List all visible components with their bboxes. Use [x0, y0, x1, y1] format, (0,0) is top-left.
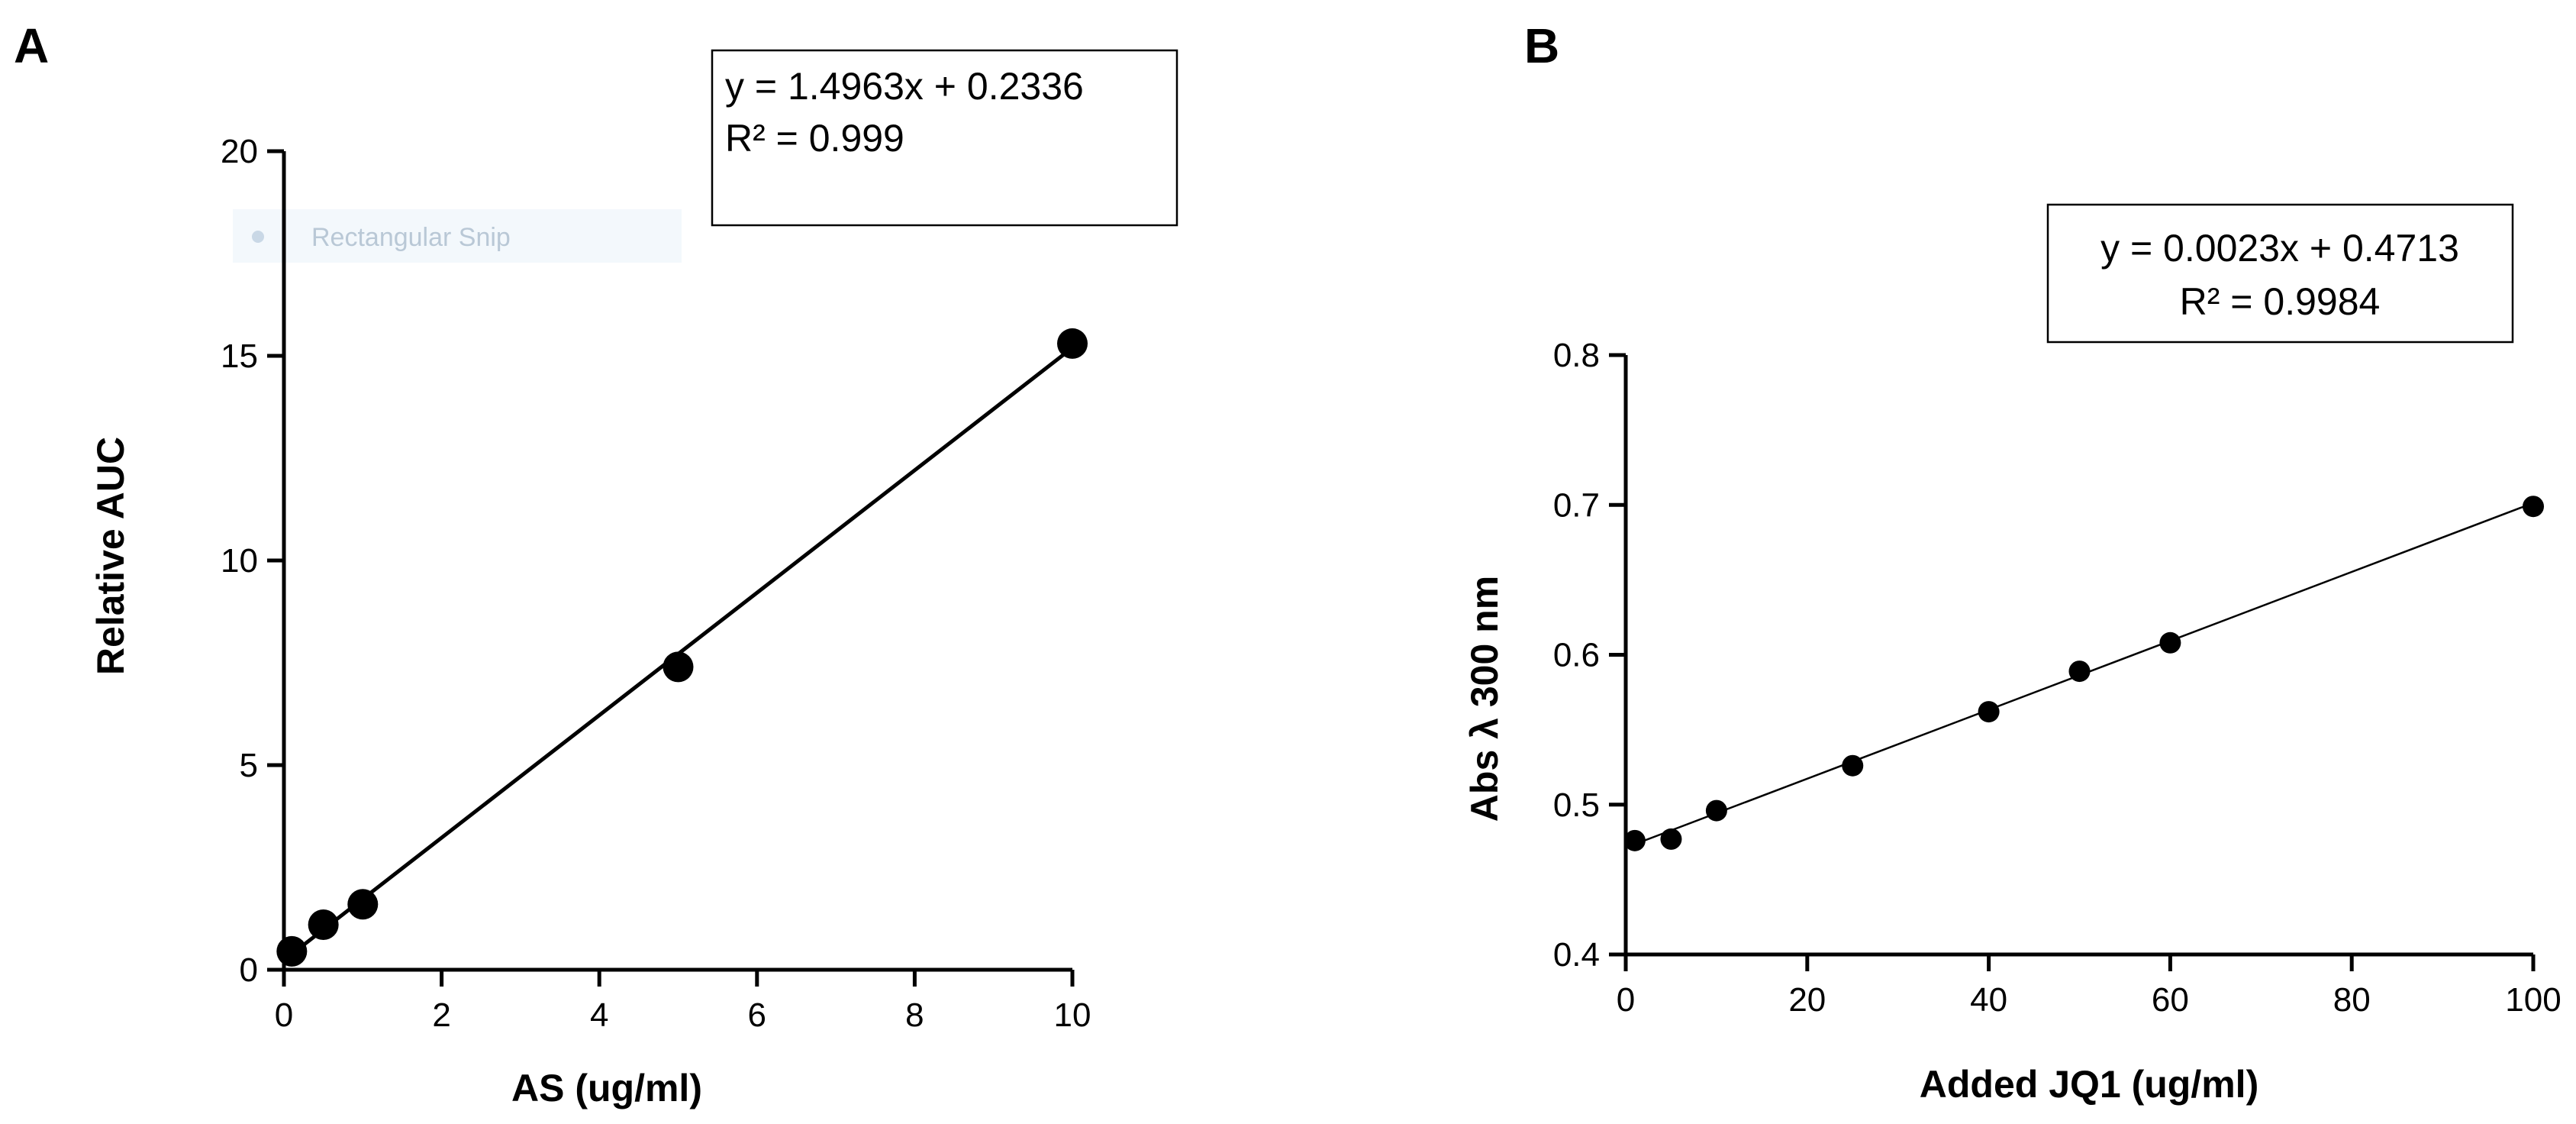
chart-a-equation-box: y = 1.4963x + 0.2336 R² = 0.999: [711, 49, 1178, 227]
chart-a-xtick-label: 4: [590, 996, 608, 1034]
chart-b-xlabel: Added JQ1 (ug/ml): [1920, 1063, 2258, 1106]
chart-b-equation-box: y = 0.0023x + 0.4713 R² = 0.9984: [2046, 203, 2514, 344]
chart-a-ytick-label: 5: [240, 747, 258, 784]
chart-a-fit-line: [290, 346, 1074, 956]
chart-b-data-point: [1842, 754, 1864, 777]
chart-a-r-squared: R² = 0.999: [725, 117, 904, 160]
chart-b-data-point: [1978, 701, 2000, 723]
chart-a-ylabel: Relative AUC: [89, 437, 132, 675]
chart-b-equation-frame: [2046, 203, 2514, 344]
chart-b-ytick-label: 0.4: [1553, 936, 1600, 974]
chart-a-xtick-label: 0: [275, 996, 293, 1034]
chart-a-ticks: 0 5 10 15 20 0 2 4 6 8 10: [221, 133, 1091, 1034]
chart-b: 0.4 0.5 0.6 0.7 0.8 0 20 40 60 80 100 Added JQ1 (u…: [1463, 203, 2561, 1106]
chart-a-xtick-label: 10: [1054, 996, 1091, 1034]
chart-a-ytick-label: 10: [221, 542, 258, 580]
chart-a-ytick-label: 20: [221, 133, 258, 170]
chart-a-xtick-label: 8: [905, 996, 924, 1034]
chart-a-regression-line: [290, 346, 1074, 956]
snip-icon: [252, 231, 264, 243]
chart-a-xlabel: AS (ug/ml): [511, 1067, 702, 1109]
chart-b-xtick-label: 0: [1617, 981, 1635, 1019]
chart-a-points: [276, 328, 1088, 967]
chart-a-ytick-label: 0: [240, 951, 258, 989]
chart-b-data-point: [2159, 631, 2181, 654]
chart-a-data-point: [1057, 328, 1088, 359]
chart-b-ytick-label: 0.5: [1553, 786, 1600, 824]
panel-a-letter: A: [14, 18, 49, 73]
chart-a-xtick-label: 6: [748, 996, 766, 1034]
chart-a-data-point: [276, 935, 308, 967]
chart-b-equation: y = 0.0023x + 0.4713: [2100, 227, 2459, 270]
chart-b-ytick-label: 0.8: [1553, 337, 1600, 374]
chart-b-r-squared: R² = 0.9984: [2180, 280, 2381, 323]
snip-overlay-text: Rectangular Snip: [311, 223, 511, 252]
chart-a-ytick-label: 15: [221, 338, 258, 375]
chart-a-data-point: [308, 909, 339, 941]
chart-b-axes: [1623, 355, 2533, 957]
chart-b-data-point: [2068, 661, 2091, 683]
chart-a-data-point: [663, 651, 694, 683]
chart-b-xtick-label: 40: [1970, 981, 2007, 1019]
chart-b-data-point: [1660, 828, 1682, 850]
chart-a-axes: [282, 151, 1072, 972]
chart-b-ylabel: Abs λ 300 nm: [1463, 576, 1506, 822]
chart-b-xtick-label: 20: [1788, 981, 1826, 1019]
chart-a-data-point: [347, 889, 379, 920]
snip-overlay-box: [233, 209, 682, 263]
chart-b-data-point: [2523, 496, 2544, 518]
panel-b-letter: B: [1524, 18, 1559, 73]
chart-b-xtick-label: 100: [2505, 981, 2561, 1019]
snip-overlay: Rectangular Snip: [233, 209, 682, 263]
chart-b-data-point: [1623, 829, 1646, 851]
chart-b-ytick-label: 0.6: [1553, 637, 1600, 674]
chart-b-xtick-label: 60: [2152, 981, 2189, 1019]
chart-b-xtick-label: 80: [2333, 981, 2371, 1019]
chart-a-equation: y = 1.4963x + 0.2336: [725, 65, 1084, 108]
chart-b-ticks: 0.4 0.5 0.6 0.7 0.8 0 20 40 60 80 100: [1553, 337, 2561, 1019]
chart-a-xtick-label: 2: [432, 996, 450, 1034]
chart-b-data-point: [1705, 799, 1727, 822]
chart-b-ytick-label: 0.7: [1553, 486, 1600, 524]
chart-a-equation-frame: [711, 49, 1178, 227]
chart-b-points: [1623, 496, 2544, 851]
